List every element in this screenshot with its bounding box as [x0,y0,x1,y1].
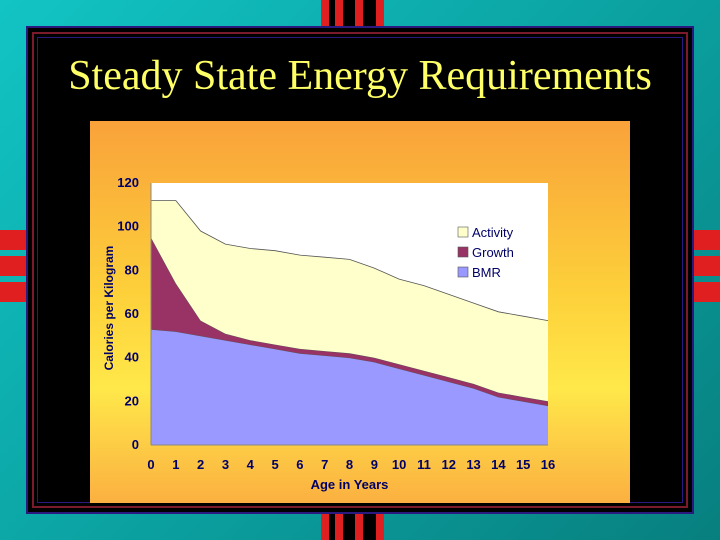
y-tick-label: 120 [117,175,139,190]
legend-swatch-activity [457,226,469,238]
slide-title: Steady State Energy Requirements [68,53,652,99]
x-tick-label: 8 [346,457,353,472]
legend-label-growth: Growth [472,245,514,260]
y-tick-label: 60 [125,306,139,321]
x-tick-label: 7 [321,457,328,472]
slide-frame-middle [32,32,688,508]
x-tick-label: 5 [271,457,278,472]
y-tick-label: 0 [132,437,139,452]
legend-swatch-bmr [457,266,469,278]
x-tick-label: 4 [247,457,255,472]
x-tick-label: 9 [371,457,378,472]
chart-panel: 0 20 40 60 80 100 120 0 1 2 3 4 5 6 7 8 9 10 11 12 13 14 15 16 A… [90,121,630,503]
y-tick-label: 100 [117,219,139,234]
x-tick-label: 2 [197,457,204,472]
x-axis-title: Age in Years [311,477,389,492]
y-tick-label: 20 [125,393,139,408]
x-tick-label: 0 [147,457,154,472]
x-tick-label: 14 [491,457,506,472]
x-tick-label: 15 [516,457,530,472]
x-tick-label: 6 [296,457,303,472]
x-tick-label: 12 [442,457,456,472]
area-activity [151,200,548,402]
x-tick-label: 1 [172,457,179,472]
x-tick-label: 10 [392,457,406,472]
area-bmr [151,329,548,445]
x-tick-label: 13 [466,457,480,472]
legend-label-bmr: BMR [472,265,501,280]
y-tick-label: 40 [125,350,139,365]
legend-label-activity: Activity [472,225,514,240]
x-tick-label: 11 [417,457,431,472]
series-line-activity [151,200,549,321]
legend-swatch-growth [457,246,469,258]
y-axis-title: Calories per Kilogram [102,246,116,371]
y-tick-label: 80 [125,262,139,277]
x-tick-label: 16 [541,457,555,472]
x-tick-label: 3 [222,457,229,472]
